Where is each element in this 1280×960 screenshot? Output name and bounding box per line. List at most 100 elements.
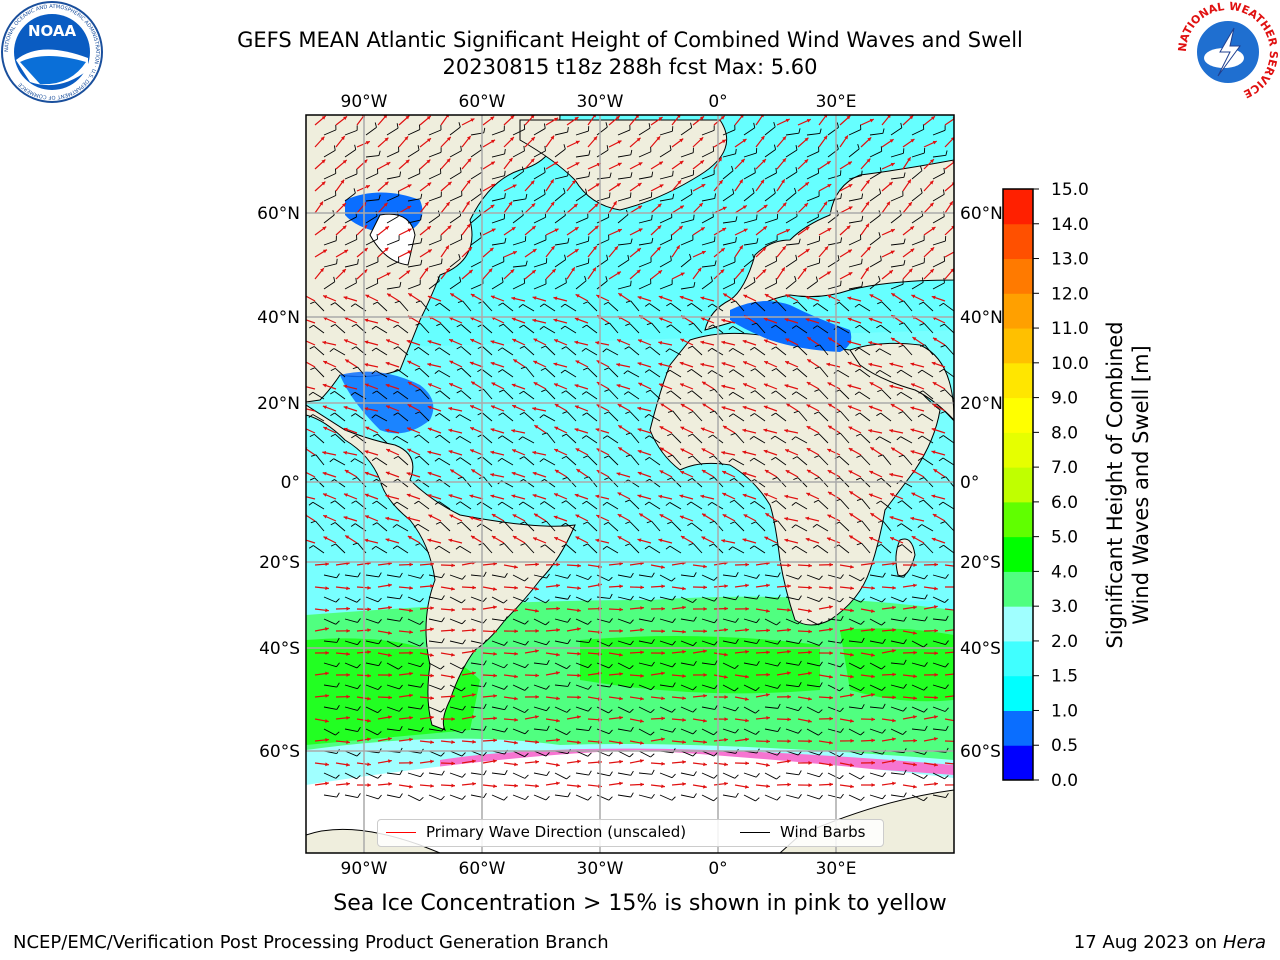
wave-arrow-head [445,268,450,272]
wind-barb-flag [791,391,797,396]
wind-barb [869,684,883,691]
wave-arrow-head [866,246,871,251]
wind-barb [879,370,892,378]
wind-barb-flag [350,523,356,527]
wave-arrow-head [321,181,326,186]
wind-barb-flag [566,708,571,713]
wind-barb [848,220,862,224]
wind-barb [575,728,589,731]
wind-barb [334,500,346,510]
hudson-bay-ice [369,213,416,266]
wind-barb-flag [309,324,314,329]
wind-barb-flag [608,576,613,581]
colorbar-segment [1003,501,1033,538]
wind-barb-flag [792,345,798,349]
wind-barb-flag [735,572,739,577]
wind-barb [491,596,504,604]
wave-arrow-head [447,181,452,186]
wind-barb-flag [879,188,882,194]
wave-arrow-head [934,695,938,700]
wind-barb [333,348,346,356]
wind-barb-flag [587,598,592,603]
wind-barb-flag [561,455,567,460]
wind-barb-flag [923,643,928,648]
wind-barb [743,640,757,645]
wave-arrow-head [343,450,348,455]
wind-barb-flag [455,414,460,419]
colorbar-tick-label: 1.5 [1051,667,1078,687]
wave-arrow-head [367,607,371,612]
wave-arrow-head [556,562,560,567]
wave-arrow-head [323,426,328,431]
wave-arrow-head [850,564,854,569]
wind-barb [575,154,589,158]
wind-barb [566,411,577,422]
wind-barb [365,662,379,667]
wave-arrow-head [892,628,896,632]
wave-arrow-head [701,469,706,474]
wind-barb-flag [686,501,692,506]
wave-arrow-head [429,653,434,657]
wave-arrow-head [934,562,938,567]
wave-arrow-head [301,385,305,389]
wind-barb [376,478,388,488]
wind-barb [407,728,421,732]
wind-barb-flag [924,662,928,667]
wind-barb [501,435,514,444]
wind-barb-flag [630,238,633,244]
wave-arrow-head [760,179,765,184]
wind-barb [396,524,409,532]
wave-arrow-head [385,516,390,521]
wind-barb-flag [708,324,714,328]
wave-arrow-head [619,629,623,633]
wave-arrow-head [848,184,853,188]
wave-arrow-head [424,267,429,272]
wind-barb-flag [815,276,818,282]
wind-barb [323,173,336,180]
wave-arrow-head [721,384,726,389]
wind-barb [334,479,346,488]
wave-arrow-head [934,628,938,633]
wind-barb-flag [755,709,760,714]
wave-arrow-head [722,514,727,518]
wind-barb [756,322,766,334]
wind-barb-flag [630,640,634,646]
wind-barb-flag [582,500,587,505]
wind-barb [932,172,945,180]
wind-barb [902,411,913,422]
wind-barb [533,193,546,202]
wave-arrow-head [847,317,852,322]
wave-arrow-head [808,585,812,590]
wind-barb-flag [462,728,466,734]
wind-barb-flag [308,545,314,549]
wave-arrow-head [868,429,873,433]
wind-barb [386,286,400,290]
wave-arrow-head [766,583,770,588]
wind-barb [312,391,325,400]
wind-barb-flag [798,682,802,687]
wind-barb [586,500,598,510]
wave-arrow-head [427,471,432,476]
wind-barb-flag [855,324,860,329]
wind-barb [459,414,472,422]
wind-barb [606,501,619,510]
wind-barb-flag [546,706,550,712]
wave-arrow-head [531,225,536,230]
wind-barb [774,435,787,444]
wind-barb-flag [750,347,755,351]
wind-barb [323,195,336,202]
wind-barb-flag [603,521,609,525]
wind-barb [848,198,862,202]
wind-barb-flag [308,414,314,418]
wave-arrow-head [760,135,765,140]
wind-barb-flag [902,707,907,712]
wind-barb [754,347,766,356]
wind-barb [953,795,954,796]
wind-barb [722,153,736,158]
wind-barb [932,129,946,136]
colorbar-tick-label: 2.0 [1051,632,1078,652]
wave-arrow-head [409,671,413,676]
wind-barb-flag [939,323,945,327]
wind-barb [691,302,703,312]
wind-barb [533,706,547,712]
